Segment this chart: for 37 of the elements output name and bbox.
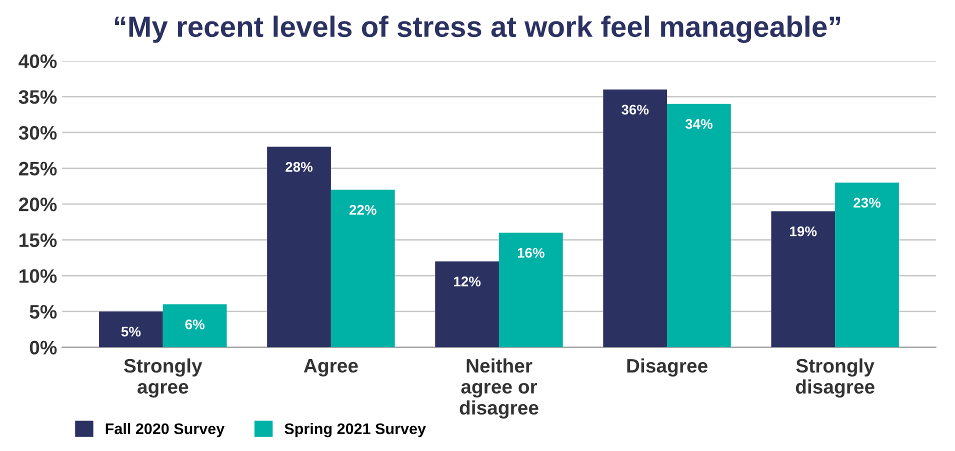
data-label: 6% [185,320,204,330]
y-tick-label: 40% [18,54,57,68]
x-tick-label: Disagree [627,358,708,377]
data-label: 28% [286,162,313,172]
bar [99,311,163,348]
data-label: 12% [454,276,481,286]
bar [267,146,331,348]
y-tick-label: 10% [20,269,57,283]
bar [771,211,836,348]
y-tick-label: 5% [30,304,57,319]
data-label: 19% [790,226,817,236]
y-tick-label: 30% [18,126,57,140]
bar [498,232,563,348]
bar [162,304,227,348]
bar [435,261,499,348]
legend-label: Spring 2021 Survey [284,422,426,438]
x-tick-label: Neither agree or disagree [460,358,538,419]
data-label: 34% [685,119,712,129]
data-label: 5% [121,326,141,337]
chart-title: “My recent levels of stress at work feel manageable” [114,16,840,43]
y-tick-label: 25% [18,162,57,176]
y-tick-label: 35% [18,90,57,104]
x-tick-label: Strongly disagree [796,358,874,398]
legend-label: Fall 2020 Survey [106,422,225,438]
bar [603,90,668,348]
y-tick-label: 0% [30,340,57,355]
x-tick-label: Strongly agree [124,358,202,398]
x-tick-label: Agree [304,359,358,377]
data-label: 16% [518,248,544,258]
data-label: 36% [622,104,649,115]
bar [667,104,731,348]
data-label: 23% [854,198,881,208]
bar [330,190,395,348]
y-tick-label: 20% [18,198,57,212]
y-tick-label: 15% [20,233,57,248]
bar [835,182,899,348]
data-label: 22% [349,204,376,215]
